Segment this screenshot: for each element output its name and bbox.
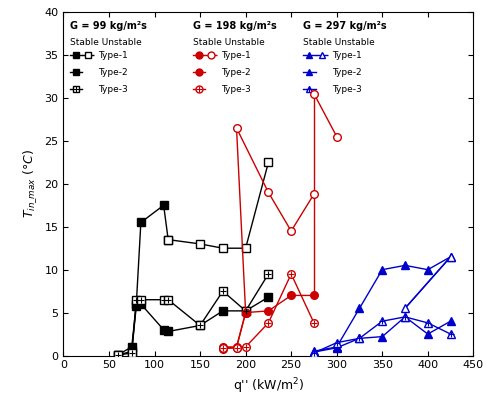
Text: G = 297 kg/m²s: G = 297 kg/m²s [303, 21, 387, 31]
Text: Stable Unstable: Stable Unstable [70, 38, 142, 47]
Text: Type-1: Type-1 [332, 50, 362, 59]
Text: Type-2: Type-2 [98, 68, 128, 77]
Text: G = 198 kg/m²s: G = 198 kg/m²s [193, 21, 276, 31]
Text: Stable Unstable: Stable Unstable [193, 38, 264, 47]
Text: Type-2: Type-2 [332, 68, 362, 77]
Text: Type-3: Type-3 [332, 85, 362, 94]
Text: Stable Unstable: Stable Unstable [303, 38, 375, 47]
Text: Type-1: Type-1 [221, 50, 251, 59]
Text: Type-2: Type-2 [221, 68, 251, 77]
Text: Type-3: Type-3 [98, 85, 128, 94]
Text: Type-3: Type-3 [221, 85, 251, 94]
X-axis label: q'' (kW/m$^2$): q'' (kW/m$^2$) [233, 376, 304, 396]
Text: Type-1: Type-1 [98, 50, 128, 59]
Y-axis label: $T_{in\_max}$ ($°C$): $T_{in\_max}$ ($°C$) [21, 149, 39, 218]
Text: G = 99 kg/m²s: G = 99 kg/m²s [70, 21, 146, 31]
